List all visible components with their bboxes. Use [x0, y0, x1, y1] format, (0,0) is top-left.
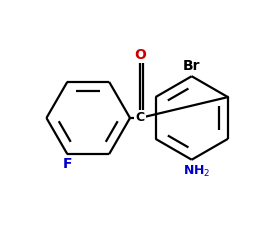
- Text: Br: Br: [183, 59, 201, 73]
- Text: C: C: [135, 111, 144, 124]
- Text: O: O: [134, 48, 146, 62]
- Text: F: F: [62, 157, 72, 171]
- Text: NH$_2$: NH$_2$: [183, 164, 210, 179]
